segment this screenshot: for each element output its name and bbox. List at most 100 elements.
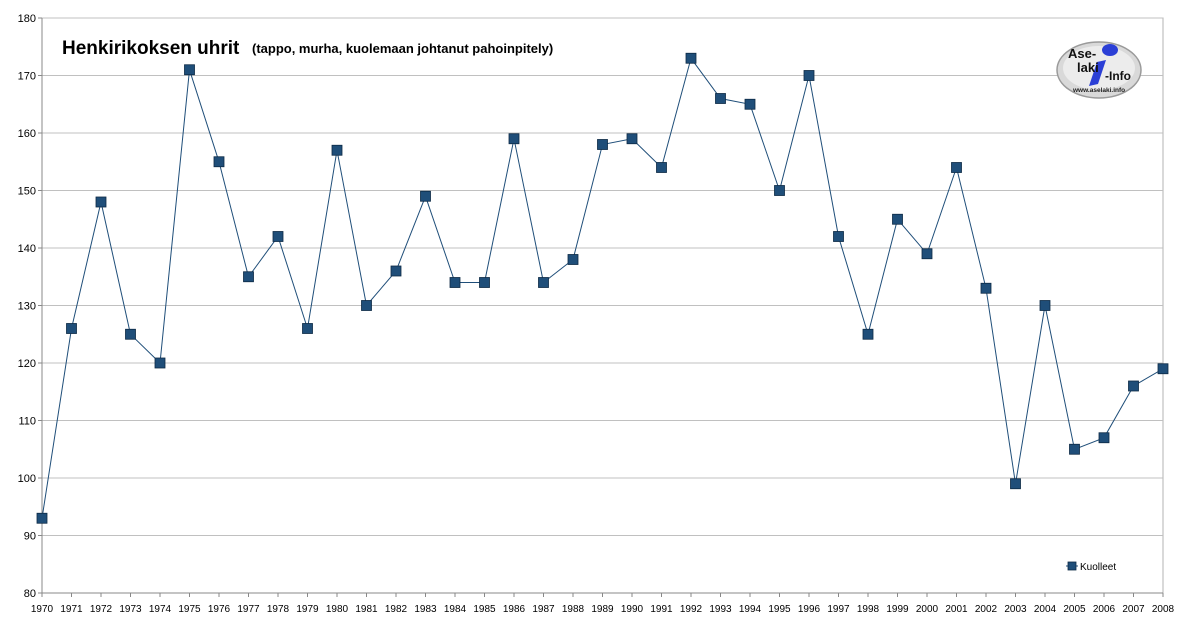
data-point-1995 (774, 185, 785, 196)
y-tick-label-140: 140 (18, 243, 36, 255)
series-line-0 (41, 57, 1164, 519)
data-point-2006 (1098, 432, 1110, 444)
x-tick-label-2002: 2002 (975, 604, 998, 615)
data-point-1977 (243, 271, 254, 283)
data-point-1992 (685, 52, 697, 64)
x-tick-label-1984: 1984 (444, 604, 467, 615)
data-point-1998 (862, 328, 874, 340)
chart-title: Henkirikoksen uhrit (62, 38, 240, 59)
data-point-2003 (1010, 478, 1021, 490)
axes: 80 90 100 110 120 130 140 150 160 170 180 1970 1971 1… (18, 13, 1175, 615)
x-tick-label-2007: 2007 (1122, 604, 1145, 615)
x-tick-label-1987: 1987 (532, 604, 555, 615)
x-tick-label-1996: 1996 (798, 604, 821, 615)
data-point-1979 (302, 323, 313, 334)
data-point-2001 (951, 162, 962, 173)
y-tick-label-150: 150 (18, 186, 36, 198)
data-point-2002 (980, 282, 992, 294)
x-tick-label-1988: 1988 (562, 604, 585, 615)
series-kuolleet (36, 52, 1169, 524)
data-point-1982 (390, 265, 402, 277)
x-tick-label-2006: 2006 (1093, 604, 1116, 615)
chart-subtitle: (tappo, murha, kuolemaan johtanut pahoin… (252, 41, 553, 56)
y-tick-label-120: 120 (18, 358, 36, 370)
data-point-1981 (361, 300, 372, 311)
x-tick-label-1993: 1993 (709, 604, 732, 615)
x-tick-label-1985: 1985 (473, 604, 496, 615)
logo-url: www.aselaki.info (1072, 87, 1125, 94)
y-tick-label-90: 90 (24, 531, 36, 543)
data-point-1987 (538, 277, 549, 288)
legend-label: Kuolleet (1080, 562, 1116, 573)
x-tick-label-1975: 1975 (178, 604, 201, 615)
data-point-1976 (213, 156, 225, 168)
y-tick-label-180: 180 (18, 13, 36, 25)
data-point-1972 (95, 196, 107, 208)
logo-line3: -Info (1105, 69, 1131, 83)
y-tick-label-100: 100 (18, 473, 36, 485)
x-tick-label-2004: 2004 (1034, 604, 1057, 615)
data-point-1990 (626, 133, 638, 145)
info-bar-icon (1089, 60, 1106, 86)
x-tick-label-2003: 2003 (1004, 604, 1027, 615)
data-point-2008 (1157, 363, 1169, 375)
legend: Kuolleet (1066, 561, 1116, 573)
y-tick-label-130: 130 (18, 301, 36, 313)
x-tick-label-1970: 1970 (31, 604, 54, 615)
x-tick-label-1999: 1999 (886, 604, 909, 615)
x-tick-label-1980: 1980 (326, 604, 349, 615)
data-point-1988 (567, 254, 579, 265)
x-tick-label-1974: 1974 (149, 604, 172, 615)
data-point-1973 (125, 328, 136, 340)
info-dot-icon (1102, 44, 1118, 56)
data-point-2004 (1039, 300, 1051, 311)
data-point-1974 (154, 357, 166, 369)
data-point-2000 (921, 248, 933, 260)
x-tick-label-2005: 2005 (1063, 604, 1086, 615)
data-point-1991 (656, 162, 667, 173)
data-point-1970 (36, 512, 48, 524)
x-tick-label-1983: 1983 (414, 604, 437, 615)
data-point-1984 (449, 277, 461, 288)
data-point-2007 (1128, 380, 1139, 392)
x-tick-label-1976: 1976 (208, 604, 231, 615)
data-point-1986 (508, 133, 520, 145)
x-tick-label-1992: 1992 (680, 604, 703, 615)
x-tick-label-2000: 2000 (916, 604, 939, 615)
y-tick-label-160: 160 (18, 128, 36, 140)
x-tick-label-1979: 1979 (296, 604, 319, 615)
x-tick-label-1986: 1986 (503, 604, 526, 615)
data-point-1971 (66, 323, 77, 334)
data-point-2005 (1069, 443, 1080, 455)
legend-marker (1067, 561, 1077, 571)
data-point-1983 (420, 190, 431, 202)
data-point-1975 (184, 64, 195, 76)
data-point-1994 (744, 98, 756, 110)
x-tick-label-1990: 1990 (621, 604, 644, 615)
data-point-1996 (803, 70, 815, 81)
x-tick-label-1982: 1982 (385, 604, 408, 615)
x-tick-label-1973: 1973 (119, 604, 142, 615)
x-tick-label-1998: 1998 (857, 604, 880, 615)
y-tick-label-110: 110 (18, 416, 36, 428)
x-tick-label-1977: 1977 (237, 604, 260, 615)
x-tick-label-2008: 2008 (1152, 604, 1175, 615)
data-point-1993 (715, 93, 726, 104)
logo-line1: Ase- (1068, 46, 1096, 61)
aselaki-logo: Ase- laki -Info www.aselaki.info (1056, 41, 1142, 99)
y-tick-label-170: 170 (18, 71, 36, 83)
x-tick-label-1971: 1971 (60, 604, 83, 615)
x-tick-label-1989: 1989 (591, 604, 614, 615)
data-point-1978 (272, 231, 284, 242)
data-point-1997 (833, 231, 844, 242)
data-point-1989 (597, 139, 608, 150)
data-point-1985 (479, 277, 490, 288)
x-tick-label-1981: 1981 (355, 604, 378, 615)
x-tick-label-2001: 2001 (945, 604, 968, 615)
x-tick-label-1972: 1972 (90, 604, 113, 615)
gridlines (41, 17, 1164, 594)
data-point-1980 (331, 144, 343, 156)
x-tick-label-1994: 1994 (739, 604, 762, 615)
